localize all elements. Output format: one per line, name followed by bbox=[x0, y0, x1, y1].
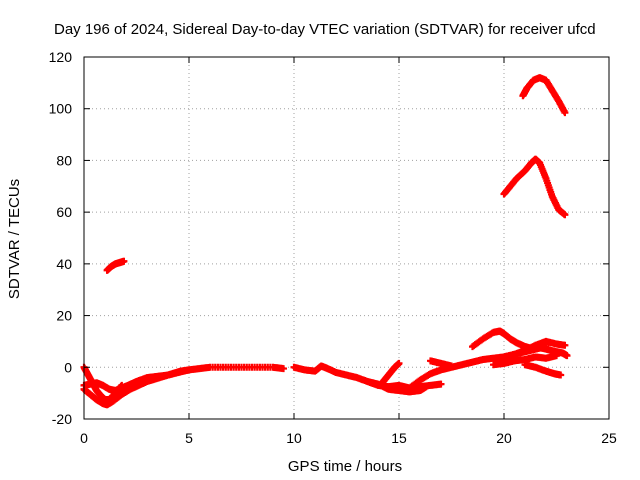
data-point bbox=[395, 359, 403, 367]
tick-labels: 0 5 10 15 20 25 -20 0 20 40 60 80 100 120 bbox=[49, 49, 617, 446]
y-tick-label: 20 bbox=[56, 308, 72, 324]
data-point bbox=[120, 257, 128, 265]
x-tick-label: 15 bbox=[391, 430, 407, 446]
x-tick-label: 20 bbox=[496, 430, 512, 446]
data-point bbox=[437, 380, 445, 388]
data-point bbox=[561, 211, 569, 219]
y-tick-label: 40 bbox=[56, 256, 72, 272]
x-axis-title: GPS time / hours bbox=[288, 458, 402, 475]
axis-ticks bbox=[83, 56, 610, 420]
series-arc-n bbox=[521, 361, 565, 379]
y-tick-label: 120 bbox=[49, 49, 73, 65]
series-arc-g bbox=[378, 359, 403, 387]
y-tick-label: 80 bbox=[56, 152, 72, 168]
y-axis-title: SDTVAR / TECUs bbox=[6, 179, 23, 299]
data-point bbox=[557, 371, 565, 379]
series-arc-m bbox=[532, 343, 571, 360]
plot-frame bbox=[83, 56, 610, 420]
data-point bbox=[563, 352, 571, 360]
series-arc-c bbox=[80, 366, 193, 395]
series-arc-j bbox=[469, 327, 533, 352]
chart-title: Day 196 of 2024, Sidereal Day-to-day VTE… bbox=[54, 21, 596, 38]
data-point bbox=[185, 366, 193, 374]
data-points bbox=[80, 74, 571, 409]
data-point bbox=[561, 341, 569, 349]
y-tick-label: 100 bbox=[49, 101, 73, 117]
data-point bbox=[422, 383, 430, 391]
x-tick-label: 25 bbox=[601, 430, 617, 446]
x-tick-label: 10 bbox=[286, 430, 302, 446]
data-point bbox=[561, 109, 569, 117]
grid-lines bbox=[84, 57, 609, 419]
data-point bbox=[448, 362, 455, 370]
data-point bbox=[280, 365, 287, 373]
y-tick-label: -20 bbox=[52, 411, 72, 427]
y-tick-label: 60 bbox=[56, 204, 72, 220]
series-arc-i bbox=[427, 357, 455, 370]
y-tick-label: 0 bbox=[64, 359, 72, 375]
x-tick-label: 5 bbox=[185, 430, 193, 446]
series-arc-p bbox=[519, 74, 569, 117]
x-tick-label: 0 bbox=[80, 430, 88, 446]
series-arc-o bbox=[500, 155, 569, 219]
series-arc-k bbox=[490, 352, 560, 369]
series-arc-d bbox=[103, 257, 128, 274]
